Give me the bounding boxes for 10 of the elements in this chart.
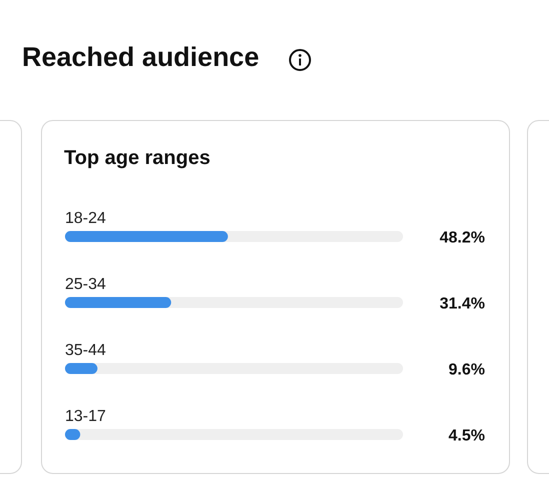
y-tick-label: 18-24 [65, 210, 106, 227]
y-tick-label: 13-17 [65, 408, 106, 425]
data-label: 31.4% [440, 296, 485, 312]
y-tick-label: 35-44 [65, 342, 106, 359]
data-label: 4.5% [448, 428, 485, 444]
chart-subtitle: Top age ranges [64, 147, 210, 170]
chart-title: Reached audience [22, 42, 260, 73]
y-tick-label: 25-34 [65, 276, 106, 293]
data-label: 9.6% [448, 362, 485, 378]
data-label: 48.2% [440, 230, 485, 246]
